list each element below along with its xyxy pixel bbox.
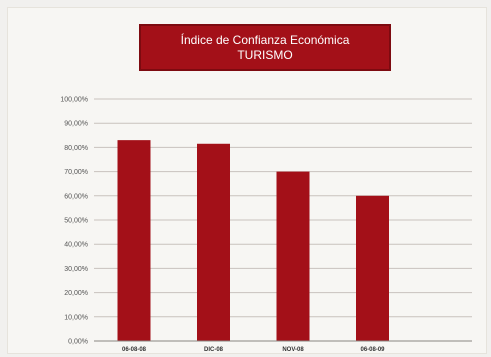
y-tick-label: 100,00% — [60, 97, 88, 104]
y-tick-label: 40,00% — [64, 242, 88, 249]
y-tick-label: 0,00% — [68, 339, 88, 346]
bar-1 — [117, 140, 151, 341]
bar-2 — [197, 143, 230, 341]
bar-3 — [276, 171, 310, 341]
bars — [117, 140, 389, 341]
y-tick-label: 90,00% — [64, 121, 88, 128]
x-tick-label: 06-08-08 — [122, 347, 147, 353]
y-tick-label: 80,00% — [64, 145, 88, 152]
y-tick-label: 50,00% — [64, 218, 88, 225]
chart-title-box: Índice de Confianza Económica TURISMO — [139, 24, 391, 71]
y-tick-label: 70,00% — [64, 169, 88, 176]
bar-4 — [356, 195, 389, 341]
y-axis-ticks: 0,00% 10,00% 20,00% 30,00% 40,00% 50,00% 60,00… — [60, 97, 88, 346]
x-tick-label: 06-08-09 — [360, 347, 385, 353]
y-tick-label: 60,00% — [64, 193, 88, 200]
y-tick-label: 20,00% — [64, 290, 88, 297]
y-tick-label: 10,00% — [64, 314, 88, 321]
chart-subtitle: TURISMO — [237, 47, 293, 62]
y-tick-label: 30,00% — [64, 266, 88, 273]
x-axis-ticks: 06-08-08 DIC-08 NOV-08 06-08-09 — [122, 347, 385, 353]
x-tick-label: DIC-08 — [204, 347, 224, 353]
chart-title: Índice de Confianza Económica — [180, 32, 350, 47]
x-tick-label: NOV-08 — [282, 347, 304, 353]
